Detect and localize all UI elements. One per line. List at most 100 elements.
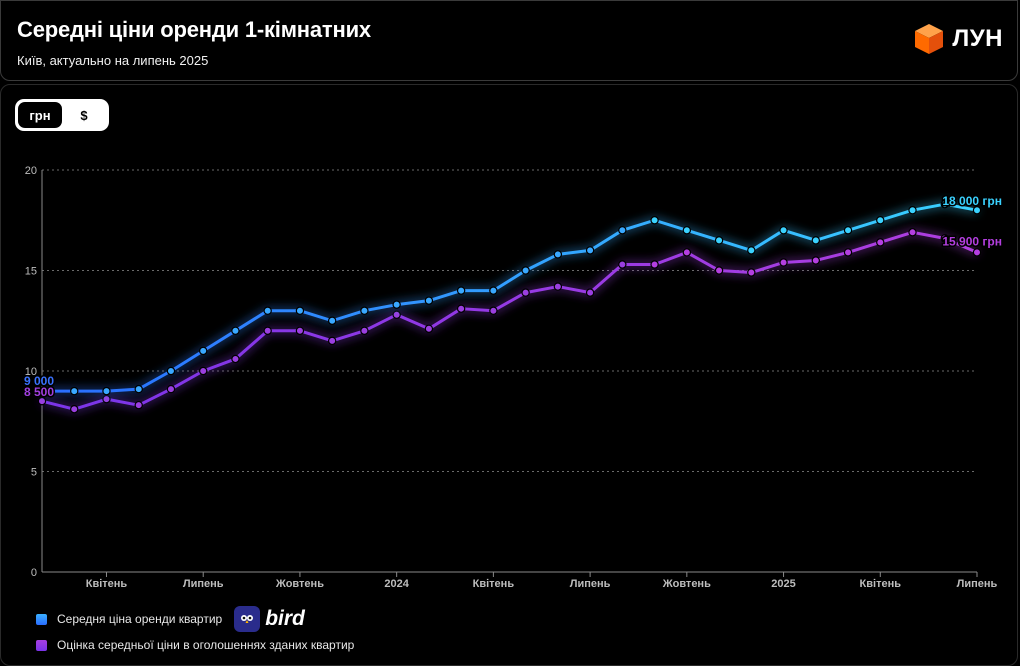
data-point-avg-rent[interactable] [360, 306, 369, 315]
data-point-avg-rent[interactable] [102, 386, 111, 396]
data-point-avg-rent[interactable] [263, 306, 272, 315]
data-point-avg-rent[interactable] [843, 226, 853, 235]
end-label-avg-rent: 18 000 грн [942, 194, 1002, 208]
x-tick-label: Квітень [473, 578, 515, 590]
data-point-avg-rent[interactable] [166, 366, 176, 376]
y-tick-label: 20 [25, 165, 37, 177]
logo-text: ЛУН [952, 25, 1003, 52]
data-point-avg-rent[interactable] [37, 386, 47, 396]
data-point-listing-estimate[interactable] [843, 248, 853, 257]
data-point-listing-estimate[interactable] [747, 268, 756, 277]
legend-swatch-blue [36, 613, 47, 625]
data-point-listing-estimate[interactable] [618, 260, 627, 269]
currency-toggle[interactable]: грн $ [15, 99, 109, 131]
data-point-listing-estimate[interactable] [650, 260, 659, 269]
data-point-listing-estimate[interactable] [231, 354, 240, 364]
data-point-listing-estimate[interactable] [585, 288, 595, 297]
data-point-listing-estimate[interactable] [134, 400, 143, 410]
data-point-avg-rent[interactable] [456, 286, 466, 295]
data-point-listing-estimate[interactable] [166, 384, 176, 394]
chart-panel [0, 84, 1018, 666]
data-point-listing-estimate[interactable] [940, 234, 949, 243]
data-point-listing-estimate[interactable] [199, 366, 208, 376]
data-point-avg-rent[interactable] [424, 296, 434, 305]
page-subtitle: Київ, актуально на липень 2025 [17, 53, 209, 68]
data-point-avg-rent[interactable] [134, 384, 143, 394]
data-point-avg-rent[interactable] [70, 386, 79, 396]
data-point-avg-rent[interactable] [585, 246, 595, 255]
x-tick-label: Жовтень [662, 578, 711, 590]
y-tick-label: 15 [25, 266, 37, 278]
chart-series [37, 199, 982, 414]
data-point-listing-estimate[interactable] [553, 282, 563, 291]
x-tick-label: Жовтень [275, 578, 324, 590]
data-point-listing-estimate[interactable] [682, 248, 692, 257]
page-title: Середні ціни оренди 1-кімнатних [17, 17, 371, 42]
data-point-avg-rent[interactable] [940, 199, 949, 209]
data-point-avg-rent[interactable] [650, 216, 659, 225]
data-point-avg-rent[interactable] [489, 286, 498, 295]
bird-partner-logo: bird [234, 606, 305, 632]
legend-swatch-purple [36, 639, 47, 651]
data-point-listing-estimate[interactable] [37, 396, 47, 406]
data-point-listing-estimate[interactable] [714, 266, 724, 275]
data-point-avg-rent[interactable] [521, 266, 530, 275]
currency-usd-button[interactable]: $ [80, 107, 88, 123]
legend-item-listing-estimate[interactable]: Оцінка середньої ціни в оголошеннях здан… [36, 638, 354, 652]
data-point-avg-rent[interactable] [714, 236, 724, 245]
y-tick-label: 0 [31, 567, 37, 579]
data-point-listing-estimate[interactable] [424, 324, 434, 333]
data-point-listing-estimate[interactable] [811, 256, 820, 265]
data-point-listing-estimate[interactable] [908, 228, 917, 237]
x-tick-label: Липень [570, 578, 611, 590]
lun-logo[interactable]: ЛУН [914, 23, 1003, 55]
data-point-avg-rent[interactable] [392, 300, 401, 309]
data-point-avg-rent[interactable] [811, 236, 820, 245]
x-tick-label: Липень [957, 578, 998, 590]
data-point-listing-estimate[interactable] [263, 326, 272, 335]
data-point-listing-estimate[interactable] [521, 288, 530, 297]
legend-label: Середня ціна оренди квартир [57, 612, 223, 626]
y-tick-label: 10 [25, 366, 37, 378]
data-point-avg-rent[interactable] [199, 346, 208, 356]
x-tick-label: Квітень [860, 578, 902, 590]
currency-uah-button[interactable]: грн [18, 102, 62, 128]
data-point-listing-estimate[interactable] [392, 310, 401, 319]
data-point-avg-rent[interactable] [553, 250, 563, 259]
data-point-avg-rent[interactable] [747, 246, 756, 255]
data-point-avg-rent[interactable] [972, 205, 982, 215]
legend-item-avg-rent[interactable]: Середня ціна оренди квартир bird [36, 606, 305, 632]
end-label-listing-estimate: 15 900 грн [942, 234, 1002, 248]
orange-cube-icon [915, 24, 944, 54]
data-point-avg-rent[interactable] [876, 216, 885, 225]
series-line-listing-estimate [41, 230, 978, 411]
chart-grid [42, 169, 977, 472]
data-point-listing-estimate[interactable] [102, 394, 111, 404]
data-point-listing-estimate[interactable] [456, 304, 466, 313]
data-point-listing-estimate[interactable] [779, 258, 788, 267]
data-point-avg-rent[interactable] [231, 326, 240, 335]
legend-label: Оцінка середньої ціни в оголошеннях здан… [57, 638, 355, 652]
x-tick-label: Липень [183, 578, 224, 590]
chart-axes: 0 5 10 15 20 Квітень Липень Жовтень 2024 Квітень Л… [25, 165, 998, 590]
data-point-avg-rent[interactable] [682, 226, 692, 235]
start-label-listing-estimate: 8 500 [24, 385, 54, 399]
x-tick-label: 2024 [384, 578, 409, 590]
bird-text: bird [265, 607, 305, 630]
x-tick-label: Квітень [86, 578, 128, 590]
data-point-listing-estimate[interactable] [972, 248, 982, 257]
data-point-listing-estimate[interactable] [360, 326, 369, 335]
data-point-avg-rent[interactable] [618, 226, 627, 235]
data-point-listing-estimate[interactable] [327, 336, 337, 346]
data-point-avg-rent[interactable] [779, 226, 788, 235]
data-point-listing-estimate[interactable] [295, 326, 305, 335]
data-point-listing-estimate[interactable] [489, 306, 498, 315]
data-point-avg-rent[interactable] [295, 306, 305, 315]
series-line-avg-rent [42, 202, 978, 393]
data-point-listing-estimate[interactable] [70, 404, 79, 414]
data-point-avg-rent[interactable] [908, 205, 917, 215]
data-point-listing-estimate[interactable] [876, 238, 885, 247]
data-point-avg-rent[interactable] [327, 316, 337, 325]
